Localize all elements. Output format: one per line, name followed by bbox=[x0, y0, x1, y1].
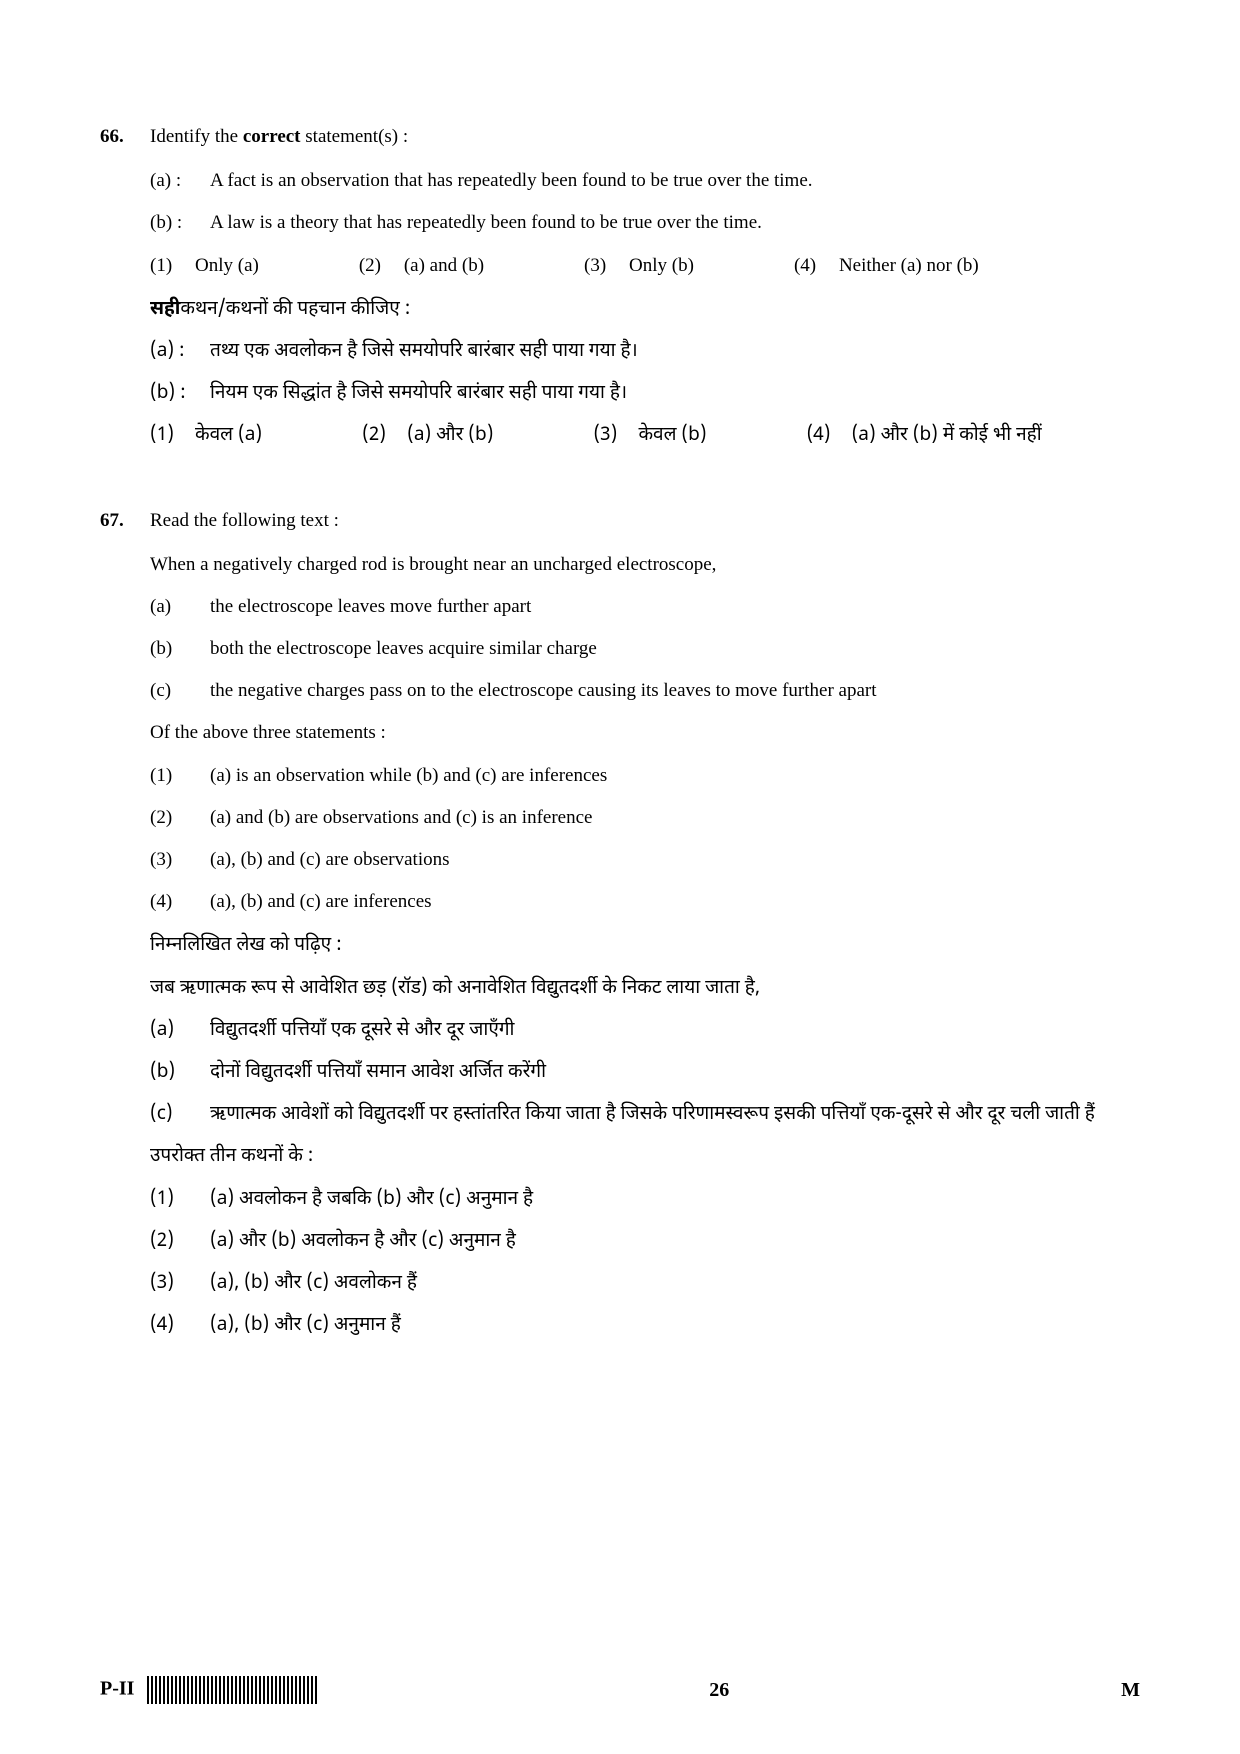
q67-b-hi: (b) दोनों विद्युतदर्शी पत्तियाँ समान आवे… bbox=[150, 1056, 1140, 1090]
q67-a-hi: (a) विद्युतदर्शी पत्तियाँ एक दूसरे से और… bbox=[150, 1014, 1140, 1048]
q66-opt3-hi[interactable]: (3) केवल (b) bbox=[593, 419, 706, 453]
footer-right: M bbox=[1121, 1679, 1140, 1702]
q67-stem-hi: निम्नलिखित लेख को पढ़िए : bbox=[150, 929, 1140, 963]
q66-options-hi: (1) केवल (a) (2) (a) और (b) (3) केवल (b)… bbox=[150, 419, 1140, 453]
q67-opt2-en[interactable]: (2) (a) and (b) are observations and (c)… bbox=[150, 801, 1140, 835]
q67-c-hi: (c) ऋणात्मक आवेशों को विद्युतदर्शी पर हस… bbox=[150, 1098, 1140, 1132]
q66-stem-en: 66. Identify the correct statement(s) : bbox=[100, 120, 1140, 154]
q67-opt4-hi[interactable]: (4) (a), (b) और (c) अनुमान हैं bbox=[150, 1309, 1140, 1343]
q66-opt4-en[interactable]: (4) Neither (a) nor (b) bbox=[794, 249, 979, 283]
q66-opt2-en[interactable]: (2) (a) and (b) bbox=[359, 249, 484, 283]
q67-opt2-hi[interactable]: (2) (a) और (b) अवलोकन है और (c) अनुमान ह… bbox=[150, 1225, 1140, 1259]
question-66: 66. Identify the correct statement(s) : … bbox=[100, 120, 1140, 454]
barcode-icon bbox=[147, 1676, 317, 1704]
q67-opt4-en[interactable]: (4) (a), (b) and (c) are inferences bbox=[150, 885, 1140, 919]
q67-opt3-hi[interactable]: (3) (a), (b) और (c) अवलोकन हैं bbox=[150, 1267, 1140, 1301]
q67-opt3-en[interactable]: (3) (a), (b) and (c) are observations bbox=[150, 843, 1140, 877]
q66-number: 66. bbox=[100, 120, 150, 154]
q67-a-en: (a) the electroscope leaves move further… bbox=[150, 590, 1140, 624]
q67-stem-en: 67. Read the following text : bbox=[100, 504, 1140, 538]
q66-opt1-hi[interactable]: (1) केवल (a) bbox=[150, 419, 262, 453]
q67-b-en: (b) both the electroscope leaves acquire… bbox=[150, 632, 1140, 666]
q67-number: 67. bbox=[100, 504, 150, 538]
q67-opt1-hi[interactable]: (1) (a) अवलोकन है जबकि (b) और (c) अनुमान… bbox=[150, 1183, 1140, 1217]
footer: P-II 26 M bbox=[100, 1676, 1140, 1704]
q66-opt2-hi[interactable]: (2) (a) और (b) bbox=[362, 419, 493, 453]
page-number: 26 bbox=[709, 1679, 729, 1702]
q66-b-hi: (b) : नियम एक सिद्धांत है जिसे समयोपरि ब… bbox=[150, 377, 1140, 411]
q67-intro-en: When a negatively charged rod is brought… bbox=[150, 548, 1140, 582]
q66-stem-text: Identify the correct statement(s) : bbox=[150, 120, 1140, 154]
q66-b-en: (b) : A law is a theory that has repeate… bbox=[150, 206, 1140, 240]
q66-a-hi: (a) : तथ्य एक अवलोकन है जिसे समयोपरि बार… bbox=[150, 335, 1140, 369]
q66-a-en: (a) : A fact is an observation that has … bbox=[150, 164, 1140, 198]
q67-intro-hi: जब ऋणात्मक रूप से आवेशित छड़ (रॉड) को अन… bbox=[150, 972, 1140, 1006]
question-67: 67. Read the following text : When a neg… bbox=[100, 504, 1140, 1344]
q66-stem-hi: सही कथन/कथनों की पहचान कीजिए : bbox=[150, 293, 1140, 327]
q66-opt3-en[interactable]: (3) Only (b) bbox=[584, 249, 694, 283]
q67-mid-hi: उपरोक्त तीन कथनों के : bbox=[150, 1140, 1140, 1174]
footer-left: P-II bbox=[100, 1676, 317, 1704]
q66-opt4-hi[interactable]: (4) (a) और (b) में कोई भी नहीं bbox=[807, 419, 1042, 453]
q66-options-en: (1) Only (a) (2) (a) and (b) (3) Only (b… bbox=[150, 249, 1140, 283]
q67-mid-en: Of the above three statements : bbox=[150, 716, 1140, 750]
q66-opt1-en[interactable]: (1) Only (a) bbox=[150, 249, 259, 283]
q67-opt1-en[interactable]: (1) (a) is an observation while (b) and … bbox=[150, 759, 1140, 793]
q67-c-en: (c) the negative charges pass on to the … bbox=[150, 674, 1140, 708]
